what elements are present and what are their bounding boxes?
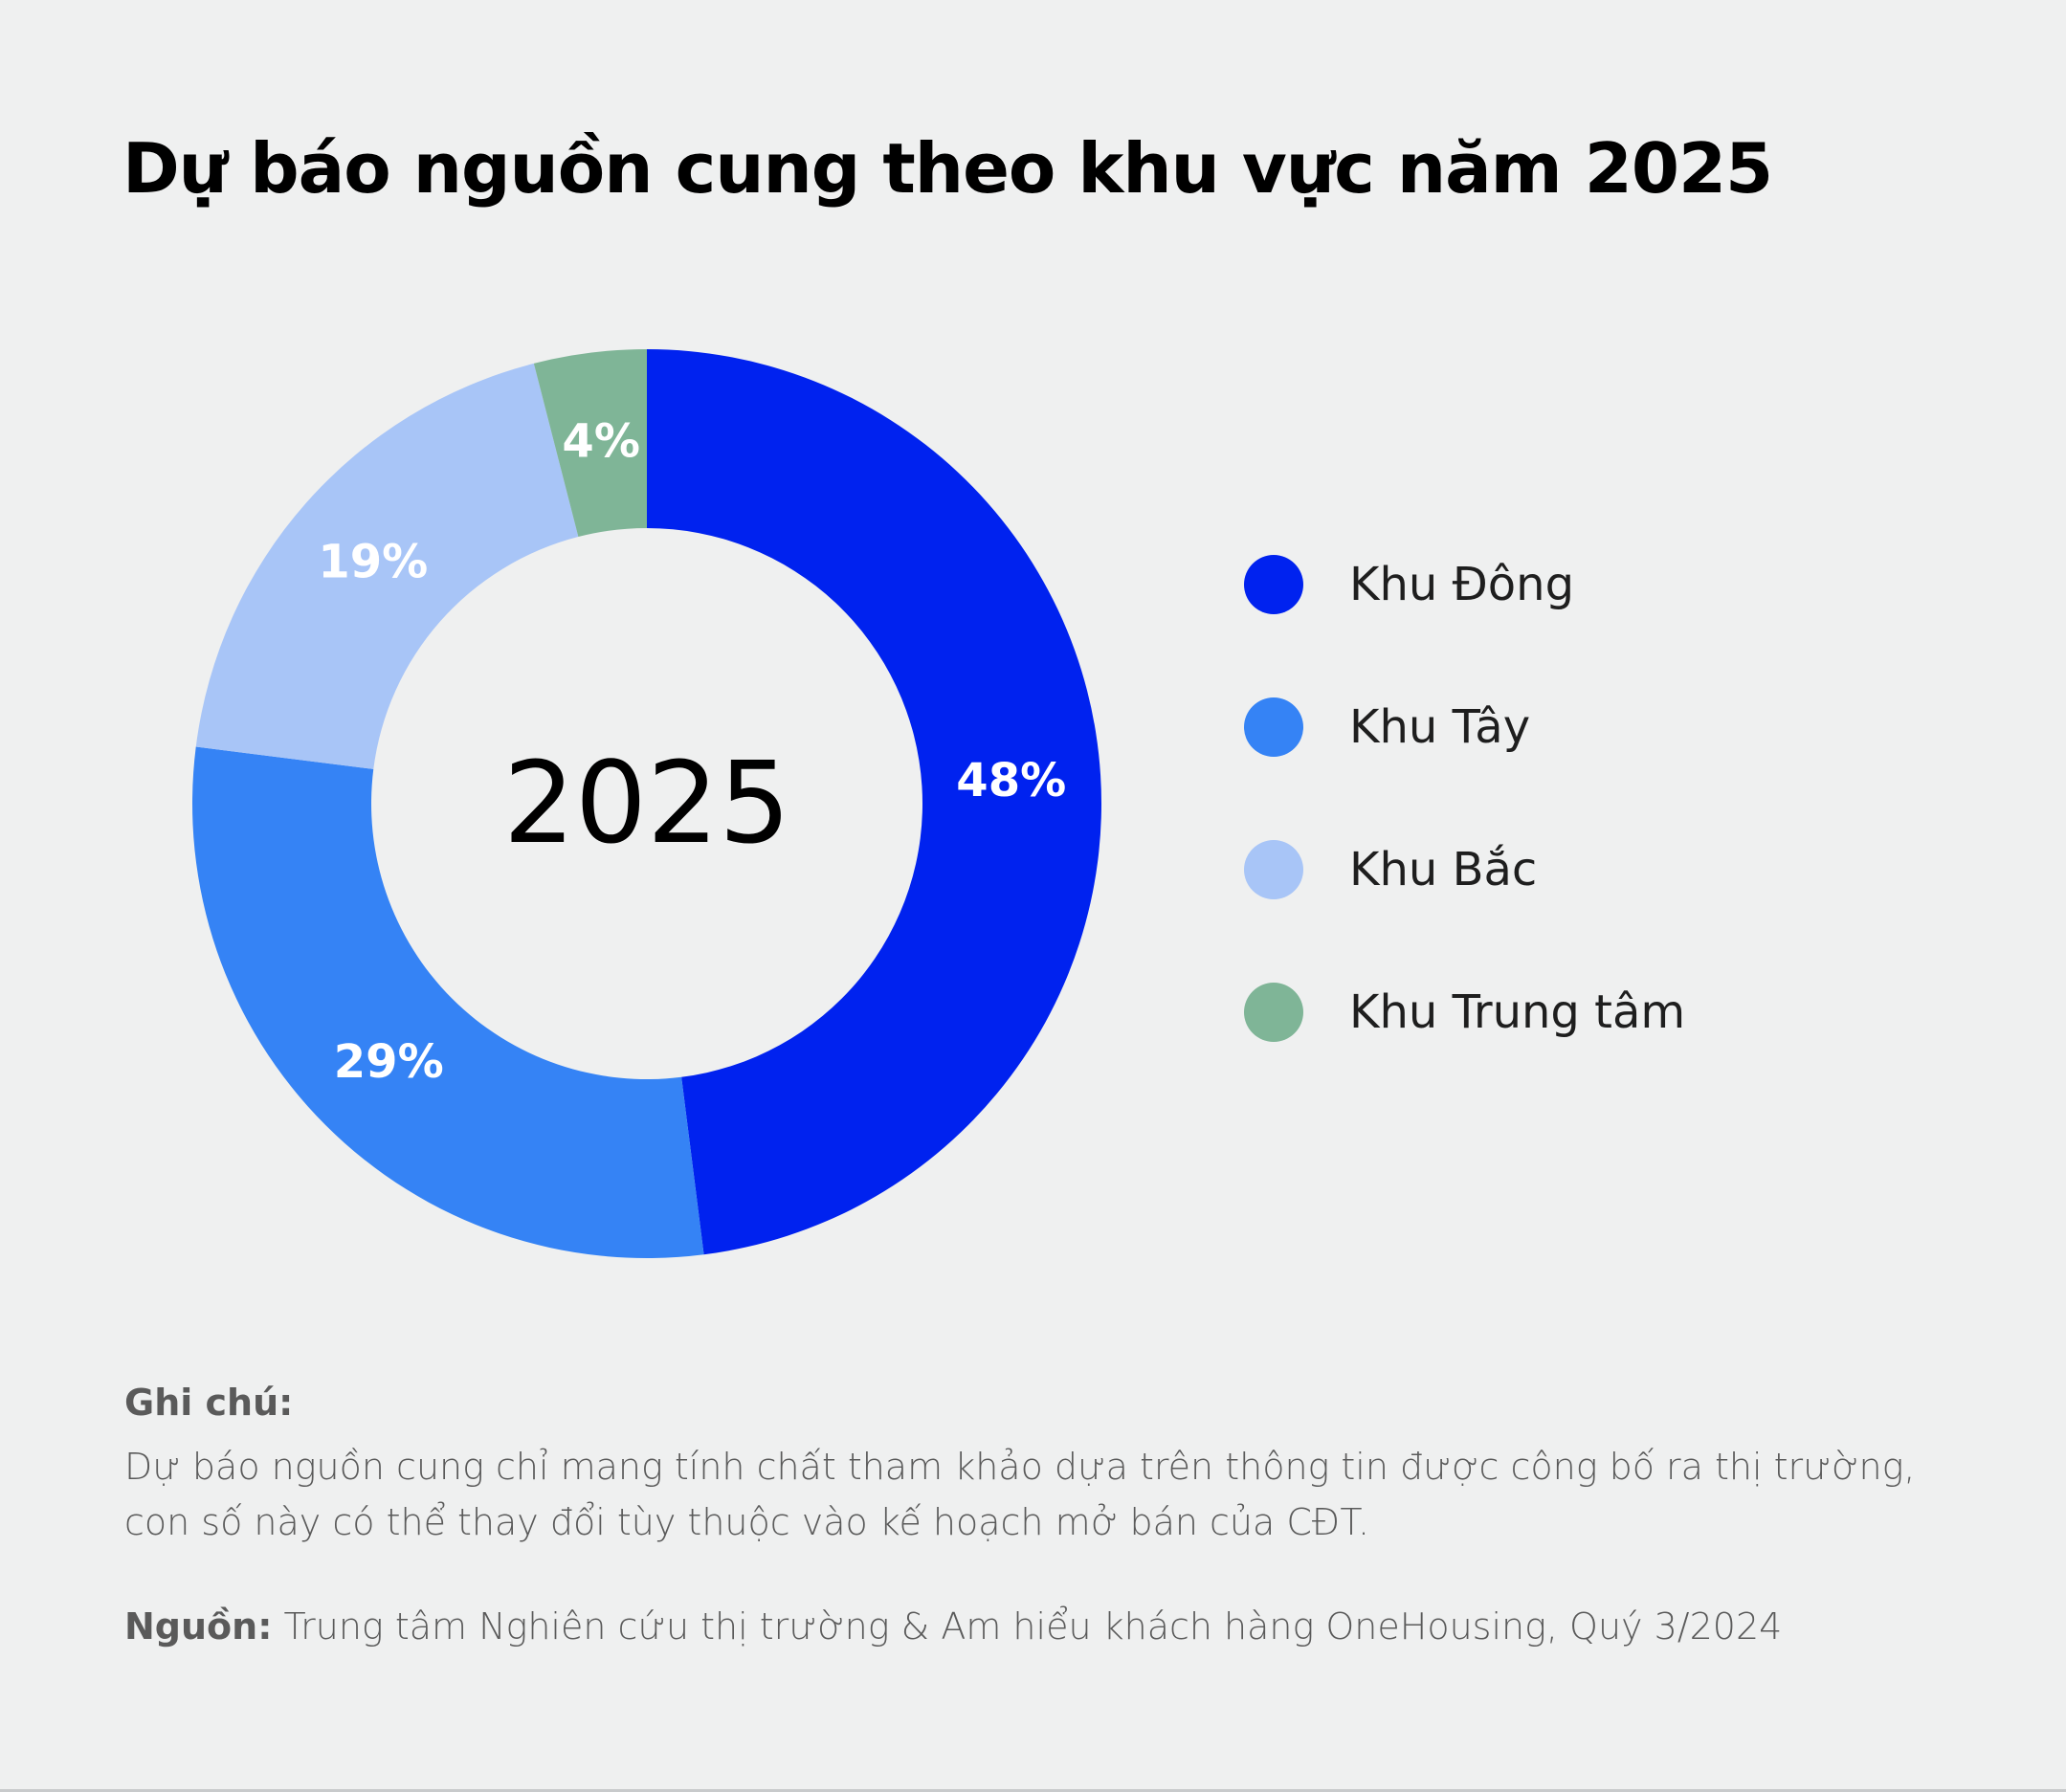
chart-legend: Khu Đông Khu Tây Khu Bắc Khu Trung tâm	[1244, 555, 1685, 1125]
legend-swatch	[1244, 555, 1303, 614]
source-text: Trung tâm Nghiên cứu thị trường & Am hiể…	[283, 1605, 1783, 1648]
slice-value-label: 29%	[334, 1035, 444, 1089]
bottom-divider	[0, 1789, 2066, 1792]
legend-label: Khu Bắc	[1349, 843, 1538, 896]
donut-slice-labels: 48% 29% 19% 4%	[318, 415, 1066, 1089]
legend-label: Khu Đông	[1349, 558, 1575, 611]
legend-swatch	[1244, 697, 1303, 757]
donut-slice-1	[647, 349, 1102, 1255]
legend-label: Khu Tây	[1349, 700, 1531, 754]
slice-value-label: 4%	[562, 415, 640, 469]
source-label: Nguồn:	[124, 1605, 273, 1648]
donut-slice-3	[195, 363, 579, 769]
legend-swatch	[1244, 840, 1303, 899]
legend-item-khu-bac: Khu Bắc	[1244, 840, 1685, 899]
legend-swatch	[1244, 983, 1303, 1042]
chart-note: Ghi chú: Dự báo nguồn cung chỉ mang tính…	[124, 1376, 1943, 1550]
donut-slice-2	[192, 746, 704, 1258]
legend-item-khu-dong: Khu Đông	[1244, 555, 1685, 614]
donut-slice-4	[533, 349, 647, 538]
slice-value-label: 48%	[956, 754, 1066, 808]
donut-chart: 48% 29% 19% 4% 2025	[192, 349, 1102, 1258]
note-body: Dự báo nguồn cung chỉ mang tính chất tha…	[124, 1446, 1916, 1543]
chart-title: Dự báo nguồn cung theo khu vực năm 2025	[122, 128, 1773, 209]
legend-label: Khu Trung tâm	[1349, 985, 1686, 1039]
donut-center-label: 2025	[503, 737, 790, 869]
slice-value-label: 19%	[318, 536, 428, 589]
legend-item-khu-tay: Khu Tây	[1244, 697, 1685, 757]
legend-item-khu-trung-tam: Khu Trung tâm	[1244, 983, 1685, 1042]
note-heading: Ghi chú:	[124, 1382, 294, 1424]
donut-slices	[192, 349, 1102, 1258]
chart-source: Nguồn: Trung tâm Nghiên cứu thị trường &…	[124, 1600, 1782, 1653]
